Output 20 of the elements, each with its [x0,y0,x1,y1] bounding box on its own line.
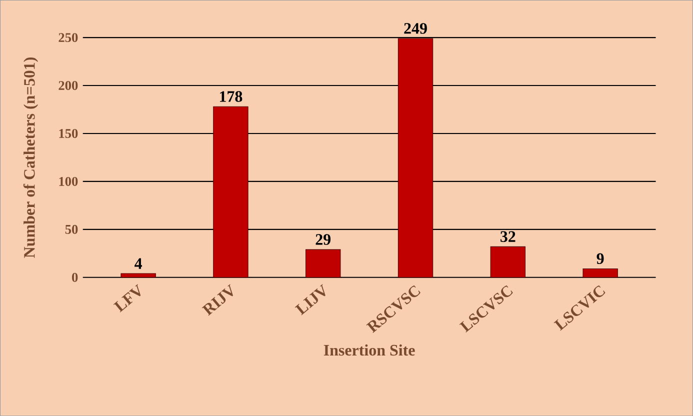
data-label: 178 [220,91,242,102]
data-label: 4 [134,258,142,269]
data-label: 32 [500,231,516,242]
x-axis-title: Insertion Site [324,344,415,356]
bar [582,268,618,278]
bar [306,249,341,278]
y-tick-label: 100 [59,176,78,186]
data-label: 29 [316,234,331,245]
y-tick-label: 0 [72,272,78,282]
y-axis-title: Number of Catheters (n=501) [23,57,38,258]
bar [398,38,434,278]
y-tick-label: 250 [58,32,78,42]
y-tick-label: 200 [58,80,78,90]
y-tick-label: 150 [59,128,78,138]
y-tick-label: 50 [65,224,78,234]
data-label: 9 [596,253,604,264]
bar [490,246,526,278]
bar [120,273,156,278]
data-label: 249 [404,22,427,34]
bar [213,106,248,278]
